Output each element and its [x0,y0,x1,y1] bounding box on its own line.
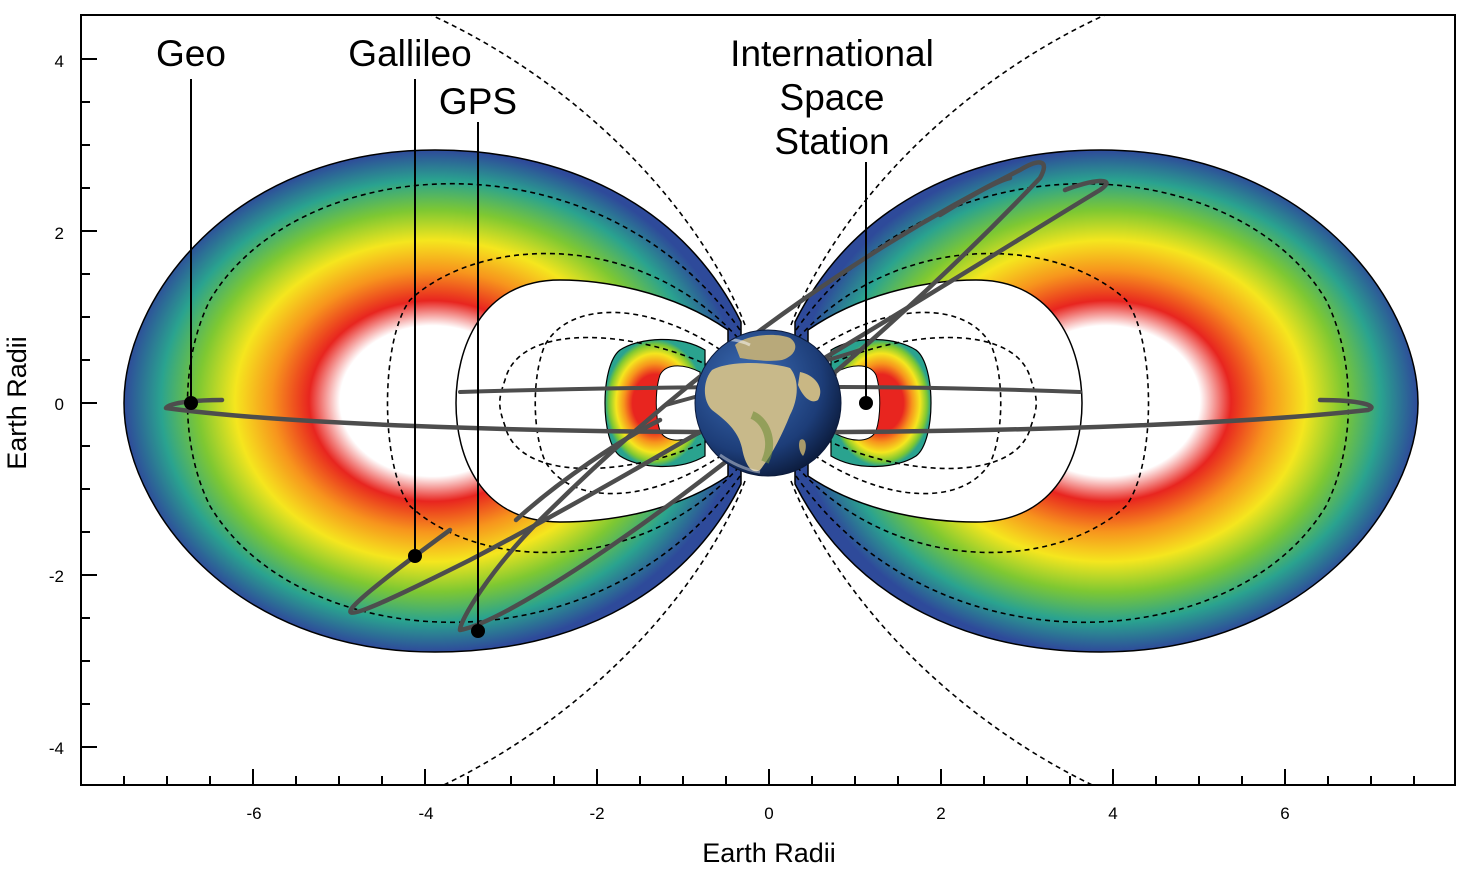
field-line-right-4 [817,336,1038,470]
iss-satellite-dot-icon [859,396,873,410]
orbit-gps [457,160,1047,633]
field-line-right-2 [797,252,1150,554]
radiation-belts [123,149,1419,653]
y-tick-label: 4 [55,52,64,71]
plot-frame: -6 -4 -2 0 2 4 6 4 2 0 -2 -4 Earth Radii… [2,14,1456,868]
x-tick-label: -6 [246,804,261,823]
x-tick-label: 6 [1280,804,1289,823]
x-tick-label: -4 [418,804,433,823]
x-axis-title: Earth Radii [702,838,836,868]
y-tick-label: -2 [49,567,64,586]
y-tick-label: 2 [55,224,64,243]
galileo-label: Gallileo [348,33,471,74]
x-tick-label: -2 [589,804,604,823]
gps-satellite-dot-icon [471,624,485,638]
satellite-callouts: Geo Gallileo GPS International Space Sta… [156,33,934,638]
x-tick-label: 2 [936,804,945,823]
y-tick-label: -4 [49,739,64,758]
field-line-left-3 [534,311,729,495]
field-line-left-2 [386,252,739,554]
earth-globe-icon [694,329,842,477]
iss-label-line3: Station [774,121,889,162]
inner-belt-right-hollow [835,365,881,441]
geo-satellite-dot-icon [184,396,198,410]
y-axis-ticks [81,58,97,748]
galileo-satellite-dot-icon [408,549,422,563]
field-line-right-3 [807,311,1002,495]
outer-belt-left [123,149,742,653]
field-line-left-4 [498,336,719,470]
gps-label: GPS [439,81,517,122]
iss-label-line1: International [730,33,934,74]
iss-label-line2: Space [780,77,885,118]
x-tick-label: 0 [764,804,773,823]
outer-belt-right [794,149,1419,653]
x-axis-ticks [123,769,1415,785]
orbit-gps-back [513,175,1013,523]
y-axis-title: Earth Radii [2,336,32,470]
y-tick-label: 0 [55,395,64,414]
geo-label: Geo [156,33,226,74]
x-tick-label: 4 [1108,804,1117,823]
